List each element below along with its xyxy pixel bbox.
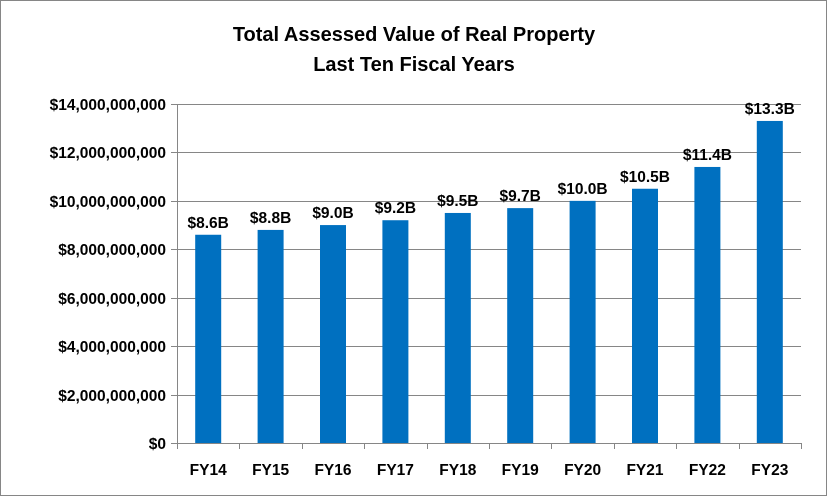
x-tick-label: FY21 — [626, 462, 663, 479]
data-label: $8.8B — [250, 210, 291, 227]
data-label: $9.5B — [437, 193, 478, 210]
y-tick-label: $14,000,000,000 — [50, 97, 166, 114]
y-tick-label: $2,000,000,000 — [58, 388, 166, 405]
x-tick-label: FY22 — [689, 462, 726, 479]
data-label: $10.0B — [558, 181, 608, 198]
bar — [444, 212, 471, 443]
data-label: $10.5B — [620, 169, 670, 186]
x-tick-label: FY23 — [751, 462, 788, 479]
y-tick-label: $4,000,000,000 — [58, 339, 166, 356]
x-tick-label: FY19 — [502, 462, 539, 479]
data-label: $13.3B — [745, 101, 795, 118]
bar — [756, 120, 783, 443]
bars — [195, 120, 783, 443]
bar — [257, 229, 284, 443]
bar — [632, 188, 658, 443]
y-tick-label: $6,000,000,000 — [58, 291, 166, 308]
bar — [320, 225, 346, 443]
y-axis-tick-labels: $0 $2,000,000,000 $4,000,000,000 $6,000,000… — [50, 97, 166, 453]
x-tick-label: FY16 — [314, 462, 351, 479]
chart-title: Total Assessed Value of Real Property — [233, 24, 596, 46]
y-tick-label: $10,000,000,000 — [50, 194, 166, 211]
data-label: $9.0B — [312, 205, 353, 222]
bar — [195, 234, 222, 443]
data-label: $9.7B — [500, 188, 541, 205]
bar — [382, 220, 409, 443]
data-label: $8.6B — [188, 215, 229, 232]
bar — [507, 208, 534, 443]
bar — [694, 166, 721, 443]
x-tick-label: FY15 — [252, 462, 289, 479]
data-label: $11.4B — [683, 147, 732, 164]
chart-subtitle: Last Ten Fiscal Years — [313, 54, 515, 76]
data-label: $9.2B — [375, 200, 416, 217]
x-tick-label: FY20 — [564, 462, 601, 479]
x-axis-tick-labels: FY14 FY15 FY16 FY17 FY18 FY19 FY20 FY21 FY22 FY23 — [190, 462, 789, 479]
x-tick-label: FY18 — [439, 462, 476, 479]
axes — [171, 104, 802, 449]
y-tick-label: $8,000,000,000 — [58, 242, 166, 259]
data-labels: $8.6B $8.8B $9.0B $9.2B $9.5B $9.7B $10.0B $10.… — [188, 101, 795, 232]
x-tick-label: FY14 — [190, 462, 227, 479]
bar — [569, 200, 596, 443]
x-tick-label: FY17 — [377, 462, 414, 479]
y-tick-label: $0 — [149, 436, 166, 453]
y-tick-label: $12,000,000,000 — [50, 145, 166, 162]
